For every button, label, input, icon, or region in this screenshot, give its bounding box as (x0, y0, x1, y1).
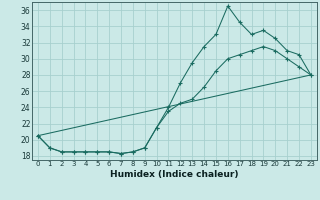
X-axis label: Humidex (Indice chaleur): Humidex (Indice chaleur) (110, 170, 239, 179)
